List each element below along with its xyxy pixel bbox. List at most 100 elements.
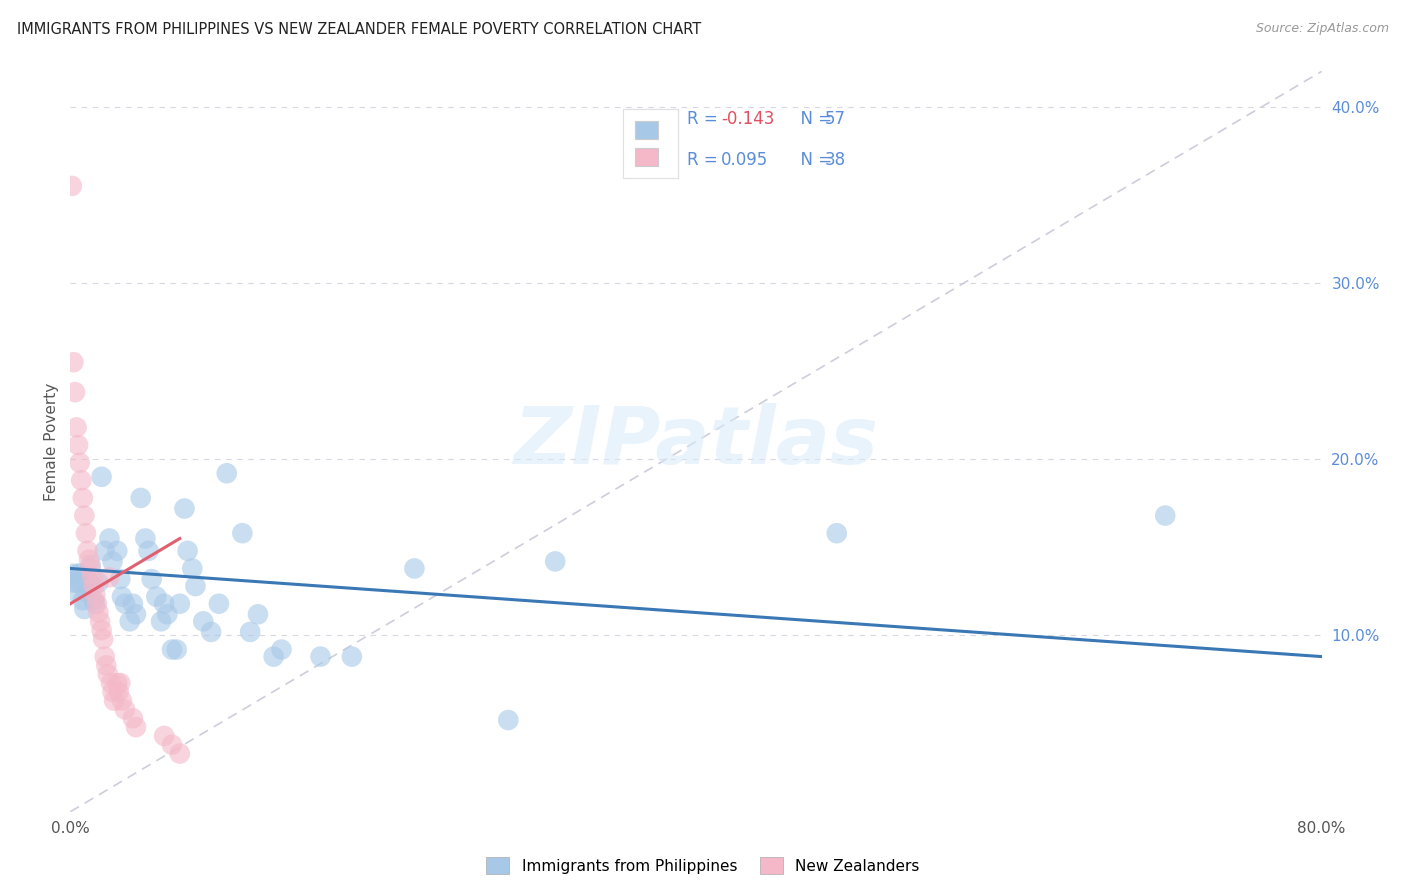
Point [111,590,134,604]
Point [72,491,94,505]
Point [208,597,231,611]
Point [176,544,198,558]
Point [160,738,183,752]
Point [93,544,115,558]
Point [498,713,520,727]
Point [153,597,176,611]
Point [62,355,84,369]
Point [90,470,112,484]
Point [98,570,121,584]
Point [63,584,86,599]
Point [200,624,222,639]
Legend: Immigrants from Philippines, New Zealanders: Immigrants from Philippines, New Zealand… [481,851,925,880]
Text: N =: N = [790,152,837,169]
Point [72,593,94,607]
Text: 57: 57 [825,110,846,128]
Point [114,702,136,716]
Point [73,602,96,616]
Point [169,747,191,761]
Point [70,575,93,590]
Point [83,579,105,593]
Point [231,526,253,541]
Point [825,526,848,541]
Point [86,597,108,611]
Point [65,420,87,434]
Point [141,572,163,586]
Point [67,566,90,581]
Point [87,606,110,620]
Point [84,588,107,602]
Point [247,607,270,622]
Point [193,615,215,629]
Point [96,658,118,673]
Point [118,615,141,629]
Point [93,649,115,664]
Point [77,575,100,590]
Point [125,720,148,734]
Text: R =: R = [688,152,723,169]
Point [60,566,83,581]
Point [69,456,91,470]
Point [105,544,128,558]
Point [263,649,285,664]
Point [90,623,112,637]
Point [105,676,128,690]
Point [82,570,104,584]
Point [101,685,124,699]
Point [270,642,292,657]
Point [145,590,167,604]
Point [340,649,363,664]
Point [404,561,426,575]
Text: Source: ZipAtlas.com: Source: ZipAtlas.com [1256,22,1389,36]
Point [77,552,100,566]
Point [166,642,188,657]
Point [89,615,111,629]
Point [87,575,110,590]
Point [67,438,90,452]
Text: N =: N = [790,110,837,128]
Point [76,544,98,558]
Point [239,624,262,639]
Point [181,561,204,575]
Y-axis label: Female Poverty: Female Poverty [44,383,59,500]
Point [309,649,332,664]
Point [156,607,179,622]
Point [134,532,156,546]
Point [83,593,105,607]
Point [544,554,567,568]
Point [111,694,134,708]
Point [79,558,101,572]
Point [169,597,191,611]
Point [1154,508,1177,523]
Point [65,575,87,590]
Point [184,579,207,593]
Text: -0.143: -0.143 [721,110,775,128]
Text: ZIPatlas: ZIPatlas [513,402,879,481]
Point [70,473,93,487]
Point [97,667,120,681]
Text: R =: R = [688,110,723,128]
Point [79,561,101,575]
Point [125,607,148,622]
Point [150,615,173,629]
Point [100,676,122,690]
Point [110,572,132,586]
Point [69,566,91,581]
Point [98,532,121,546]
Text: IMMIGRANTS FROM PHILIPPINES VS NEW ZEALANDER FEMALE POVERTY CORRELATION CHART: IMMIGRANTS FROM PHILIPPINES VS NEW ZEALA… [17,22,702,37]
Point [84,597,107,611]
Point [103,694,125,708]
Point [75,584,97,599]
Point [173,501,195,516]
Point [62,575,84,590]
Point [91,632,114,646]
Point [73,508,96,523]
Text: 38: 38 [825,152,846,169]
Point [63,385,86,400]
Point [138,544,160,558]
Point [101,554,124,568]
Legend: , : , [623,110,678,178]
Point [153,729,176,743]
Point [60,178,83,193]
Point [75,526,97,541]
